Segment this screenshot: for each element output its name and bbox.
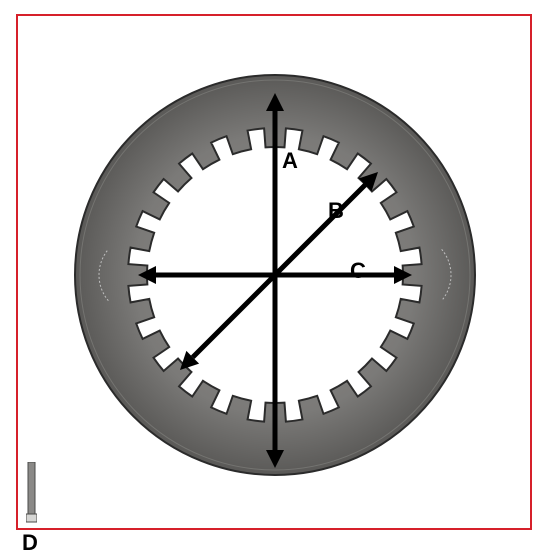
- label-b: B: [328, 198, 344, 224]
- label-c: C: [350, 258, 366, 284]
- clutch-plate-diagram: [0, 0, 547, 560]
- label-a: A: [282, 148, 298, 174]
- thickness-marker: [26, 462, 37, 524]
- label-d: D: [22, 530, 38, 556]
